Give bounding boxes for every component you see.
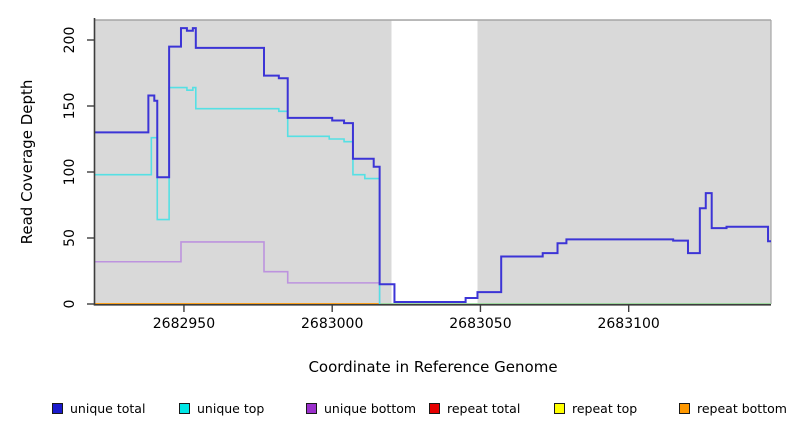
legend-swatch-icon bbox=[679, 402, 690, 414]
y-tick-label: 150 bbox=[62, 92, 78, 120]
legend-item-unique-total: unique total bbox=[52, 400, 145, 416]
legend-swatch-icon bbox=[52, 402, 63, 414]
x-tick-label: 2683000 bbox=[301, 316, 364, 332]
legend-label: repeat bottom bbox=[697, 400, 787, 416]
legend-item-unique-top: unique top bbox=[179, 400, 264, 416]
y-tick-label: 50 bbox=[62, 229, 78, 247]
y-axis-title: Read Coverage Depth bbox=[18, 79, 36, 245]
series-unique-top bbox=[95, 86, 381, 304]
legend-label: unique top bbox=[197, 400, 265, 416]
legend-swatch-icon bbox=[554, 402, 565, 414]
legend-swatch-icon bbox=[179, 402, 190, 414]
series-unique-total bbox=[95, 27, 771, 304]
legend-swatch-icon bbox=[306, 402, 317, 414]
legend-item-unique-bottom: unique bottom bbox=[306, 400, 416, 416]
series-unique-bottom bbox=[95, 241, 381, 304]
legend-label: repeat total bbox=[447, 400, 521, 416]
x-tick-label: 2682950 bbox=[152, 316, 216, 332]
x-axis-title: Coordinate in Reference Genome bbox=[308, 358, 558, 376]
legend-label: unique total bbox=[70, 400, 146, 416]
legend-label: repeat top bbox=[572, 400, 638, 416]
y-tick-label: 200 bbox=[62, 26, 78, 54]
coverage-gap-band bbox=[391, 20, 478, 304]
legend-item-repeat-total: repeat total bbox=[429, 400, 520, 416]
y-tick-label: 0 bbox=[62, 299, 78, 309]
legend-item-repeat-bottom: repeat bottom bbox=[679, 400, 787, 416]
legend-label: unique bottom bbox=[324, 400, 417, 416]
x-tick-label: 2683050 bbox=[449, 316, 512, 332]
x-tick-label: 2683100 bbox=[597, 316, 660, 332]
legend-item-repeat-top: repeat top bbox=[554, 400, 637, 416]
legend-swatch-icon bbox=[429, 402, 440, 414]
y-tick-label: 100 bbox=[62, 158, 78, 186]
